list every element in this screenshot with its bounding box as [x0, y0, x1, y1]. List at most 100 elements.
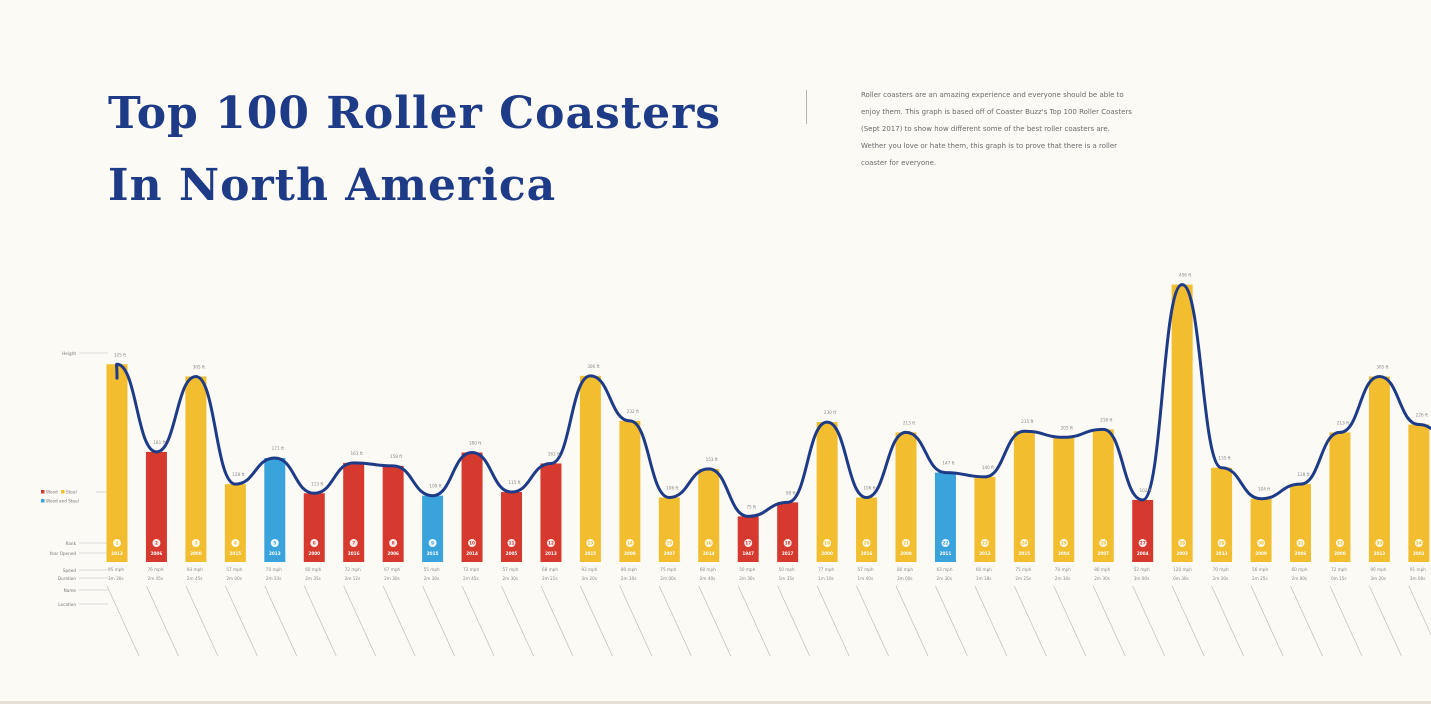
year-label: 2006 [1295, 551, 1307, 556]
rank-circle [1099, 539, 1108, 547]
duration-label: 0m 30s [1173, 576, 1189, 581]
speed-label: 72 mph [345, 567, 361, 572]
legend-swatch [61, 490, 65, 494]
duration-label: 2m 30s [621, 576, 637, 581]
year-label: 2013 [111, 551, 123, 556]
bar [1171, 284, 1193, 562]
speed-label: 57 mph [858, 567, 874, 572]
duration-label: 1m 35s [779, 576, 795, 581]
name-leader [580, 585, 613, 657]
row-label: Speed [63, 568, 76, 573]
rank-label: 14 [627, 541, 633, 546]
rank-label: 28 [1179, 541, 1185, 546]
name-leader [461, 585, 495, 657]
height-label: 305 ft [1376, 364, 1389, 369]
rank-circle [1217, 539, 1226, 547]
intro-text: Roller coasters are an amazing experienc… [861, 91, 1132, 167]
bar [264, 457, 286, 562]
speed-label: 93 mph [187, 567, 203, 572]
rank-label: 20 [864, 541, 870, 546]
year-label: 2005 [506, 551, 518, 556]
duration-label: 3m 20s [1370, 576, 1386, 581]
name-leader [540, 585, 574, 657]
duration-label: 2m 30s [503, 576, 519, 581]
duration-label: 1m 18s [976, 576, 992, 581]
speed-label: 76 mph [147, 567, 163, 572]
height-label: 104 ft [1258, 487, 1271, 492]
bar [1408, 424, 1430, 562]
rank-label: 4 [234, 541, 237, 546]
speed-label: 93 mph [581, 567, 597, 572]
rank-label: 29 [1219, 541, 1225, 546]
name-leader [1408, 585, 1431, 636]
rank-circle [625, 539, 634, 547]
rank-circle [507, 539, 516, 547]
year-label: 2009 [1255, 551, 1267, 556]
speed-label: 55 mph [424, 567, 440, 572]
year-label: 2000 [624, 551, 636, 556]
height-label: 306 ft [587, 364, 600, 369]
bar [816, 422, 838, 562]
rank-circle [665, 539, 674, 547]
year-label: 2000 [821, 551, 833, 556]
name-leader [1250, 585, 1284, 657]
rank-label: 10 [469, 541, 475, 546]
bar [1329, 432, 1351, 562]
duration-label: 2m 12s [345, 576, 361, 581]
duration-label: 3m 20s [581, 576, 597, 581]
height-label: 456 ft [1179, 273, 1192, 278]
name-leader [501, 585, 534, 657]
speed-label: 72 mph [1331, 567, 1347, 572]
rank-circle [113, 539, 121, 547]
bar [1368, 376, 1390, 562]
year-label: 1947 [742, 551, 754, 556]
duration-label: 2m 00s [226, 576, 242, 581]
year-label: 2014 [466, 551, 478, 556]
rank-circle [191, 539, 200, 547]
height-label: 106 ft [863, 486, 876, 491]
year-label: 2015 [1019, 551, 1031, 556]
year-label: 2015 [585, 551, 597, 556]
height-label: 230 ft [824, 410, 837, 415]
rank-circle [1138, 539, 1147, 547]
bar [856, 497, 878, 562]
height-label: 153 ft [706, 457, 719, 462]
bottom-rule [0, 701, 1431, 704]
bar [895, 432, 917, 562]
height-label: 218 ft [1100, 417, 1113, 422]
year-label: 2000 [190, 551, 202, 556]
bar [303, 493, 325, 562]
rank-circle [1414, 539, 1423, 547]
rank-label: 8 [392, 541, 395, 546]
title-line-2: In North America [108, 160, 557, 211]
duration-label: 2m 30s [1055, 576, 1071, 581]
year-label: 2004 [1058, 551, 1070, 556]
duration-label: 3m 00s [897, 576, 913, 581]
duration-label: 2m 25s [1015, 576, 1031, 581]
bar [1092, 429, 1114, 562]
name-leader [1329, 585, 1363, 657]
rank-label: 7 [352, 541, 355, 546]
year-label: 2004 [1137, 551, 1149, 556]
rank-circle [231, 539, 240, 547]
duration-label: 2m 35s [305, 576, 321, 581]
speed-label: 80 mph [1094, 567, 1110, 572]
speed-label: 56 mph [1252, 567, 1268, 572]
rank-circle [428, 539, 437, 547]
bar [777, 502, 799, 562]
name-leader [856, 585, 889, 657]
duration-label: 2m 00s [1292, 576, 1308, 581]
name-leader [737, 585, 771, 657]
duration-label: 2m 33s [266, 576, 282, 581]
rank-circle [310, 539, 319, 547]
rank-circle [1335, 539, 1344, 547]
name-leader [106, 585, 140, 657]
rank-label: 19 [824, 541, 830, 546]
rank-label: 16 [706, 541, 712, 546]
speed-label: 72 mph [463, 567, 479, 572]
name-leader [1369, 585, 1402, 657]
height-label: 205 ft [1061, 425, 1074, 430]
name-leader [895, 585, 929, 657]
height-label: 171 ft [272, 446, 285, 451]
height-label: 213 ft [1337, 420, 1350, 425]
